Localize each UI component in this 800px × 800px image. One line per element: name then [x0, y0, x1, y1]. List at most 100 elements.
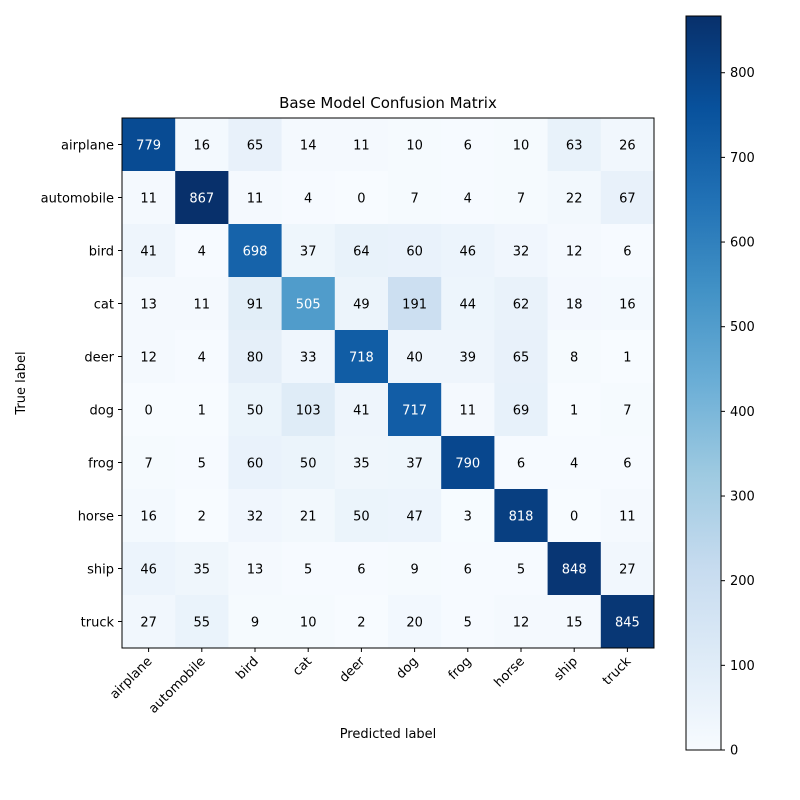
- heatmap-cell: [122, 595, 176, 649]
- cell-value-label: 16: [140, 510, 157, 525]
- heatmap-cell: [334, 383, 389, 437]
- heatmap-cell: [228, 224, 283, 278]
- heatmap-cells: [122, 118, 655, 649]
- heatmap-cell: [388, 436, 442, 490]
- heatmap-cell: [175, 224, 229, 278]
- heatmap-cell: [281, 383, 336, 437]
- x-tick-label: frog: [446, 654, 475, 683]
- colorbar-tick-label: 400: [730, 405, 755, 420]
- x-tick-label: deer: [337, 654, 369, 686]
- heatmap-cell: [281, 277, 336, 331]
- heatmap-cell: [281, 224, 336, 278]
- x-tick-label: bird: [233, 654, 261, 682]
- colorbar-tick-label: 300: [730, 490, 755, 505]
- heatmap-cell: [334, 489, 389, 543]
- heatmap-cell: [494, 330, 549, 384]
- cell-value-label: 8: [570, 351, 578, 366]
- heatmap-cell: [228, 542, 283, 596]
- heatmap-cell: [494, 489, 549, 543]
- y-axis-ticks: airplane automobile bird cat deer dog frog hors…: [41, 139, 122, 631]
- cell-value-label: 69: [513, 404, 530, 419]
- heatmap-cell: [175, 489, 229, 543]
- heatmap-cell: [281, 118, 336, 172]
- cell-value-label: 80: [247, 351, 264, 366]
- y-tick-label: bird: [89, 245, 114, 260]
- heatmap-cell: [547, 171, 602, 225]
- heatmap-cell: [441, 118, 495, 172]
- cell-value-label: 62: [513, 298, 530, 313]
- cell-value-label: 717: [402, 404, 427, 419]
- cell-value-label: 9: [410, 563, 418, 578]
- heatmap-cell: [494, 277, 549, 331]
- colorbar-tick-label: 600: [730, 236, 755, 251]
- cell-value-label: 21: [300, 510, 317, 525]
- cell-value-label: 35: [353, 457, 370, 472]
- cell-value-label: 1: [198, 404, 206, 419]
- heatmap-cell: [388, 542, 442, 596]
- cell-value-label: 11: [619, 510, 636, 525]
- cell-value-label: 2: [357, 616, 365, 631]
- cell-value-label: 12: [513, 616, 530, 631]
- cell-value-label: 13: [247, 563, 264, 578]
- heatmap-cell: [547, 383, 602, 437]
- heatmap-cell: [122, 330, 176, 384]
- heatmap-cell: [494, 542, 549, 596]
- heatmap-cell: [441, 489, 495, 543]
- colorbar-ticks: 0 100 200 300 400 500 600 700 800: [721, 66, 755, 759]
- y-tick-label: deer: [84, 351, 114, 366]
- cell-value-label: 11: [140, 192, 157, 207]
- heatmap-cell: [600, 542, 655, 596]
- y-tick-label: cat: [94, 298, 114, 313]
- heatmap-cell: [122, 118, 176, 172]
- heatmap-cell: [494, 436, 549, 490]
- heatmap-cell: [600, 118, 655, 172]
- cell-value-label: 41: [353, 404, 370, 419]
- chart-title: Base Model Confusion Matrix: [279, 94, 497, 112]
- cell-value-label: 12: [566, 245, 583, 260]
- colorbar-tick-label: 500: [730, 320, 755, 335]
- cell-value-label: 49: [353, 298, 370, 313]
- heatmap-cell: [122, 489, 176, 543]
- heatmap-cell: [388, 224, 442, 278]
- cell-value-label: 65: [247, 139, 264, 154]
- cell-value-label: 60: [247, 457, 264, 472]
- heatmap-cell: [228, 436, 283, 490]
- cell-value-label: 5: [464, 616, 472, 631]
- cell-value-label: 5: [304, 563, 312, 578]
- heatmap-cell: [494, 224, 549, 278]
- x-tick-label: automobile: [146, 654, 208, 716]
- cell-value-label: 2: [198, 510, 206, 525]
- heatmap-cell: [228, 489, 283, 543]
- cell-value-label: 6: [357, 563, 365, 578]
- colorbar-tick-label: 800: [730, 66, 755, 81]
- cell-value-label: 103: [296, 404, 321, 419]
- heatmap-cell: [600, 277, 655, 331]
- cell-value-label: 60: [406, 245, 423, 260]
- heatmap-cell: [175, 171, 229, 225]
- heatmap-cell: [281, 542, 336, 596]
- cell-value-label: 4: [198, 351, 206, 366]
- heatmap-cell: [228, 118, 283, 172]
- heatmap-cell: [281, 489, 336, 543]
- heatmap-cell: [441, 542, 495, 596]
- cell-value-label: 15: [566, 616, 583, 631]
- heatmap-cell: [547, 224, 602, 278]
- heatmap-cell: [388, 330, 442, 384]
- heatmap-cell: [175, 118, 229, 172]
- cell-value-label: 0: [144, 404, 152, 419]
- cell-value-label: 9: [251, 616, 259, 631]
- cell-value-label: 867: [189, 192, 214, 207]
- heatmap-cell: [441, 171, 495, 225]
- heatmap-cell: [441, 595, 495, 649]
- heatmap-cell: [175, 542, 229, 596]
- cell-value-label: 41: [140, 245, 157, 260]
- cell-value-label: 11: [353, 139, 370, 154]
- heatmap-cell: [122, 436, 176, 490]
- colorbar-tick-label: 0: [730, 744, 738, 759]
- cell-value-label: 7: [623, 404, 631, 419]
- heatmap-cell: [441, 277, 495, 331]
- heatmap-cell: [228, 330, 283, 384]
- cell-value-label: 698: [243, 245, 268, 260]
